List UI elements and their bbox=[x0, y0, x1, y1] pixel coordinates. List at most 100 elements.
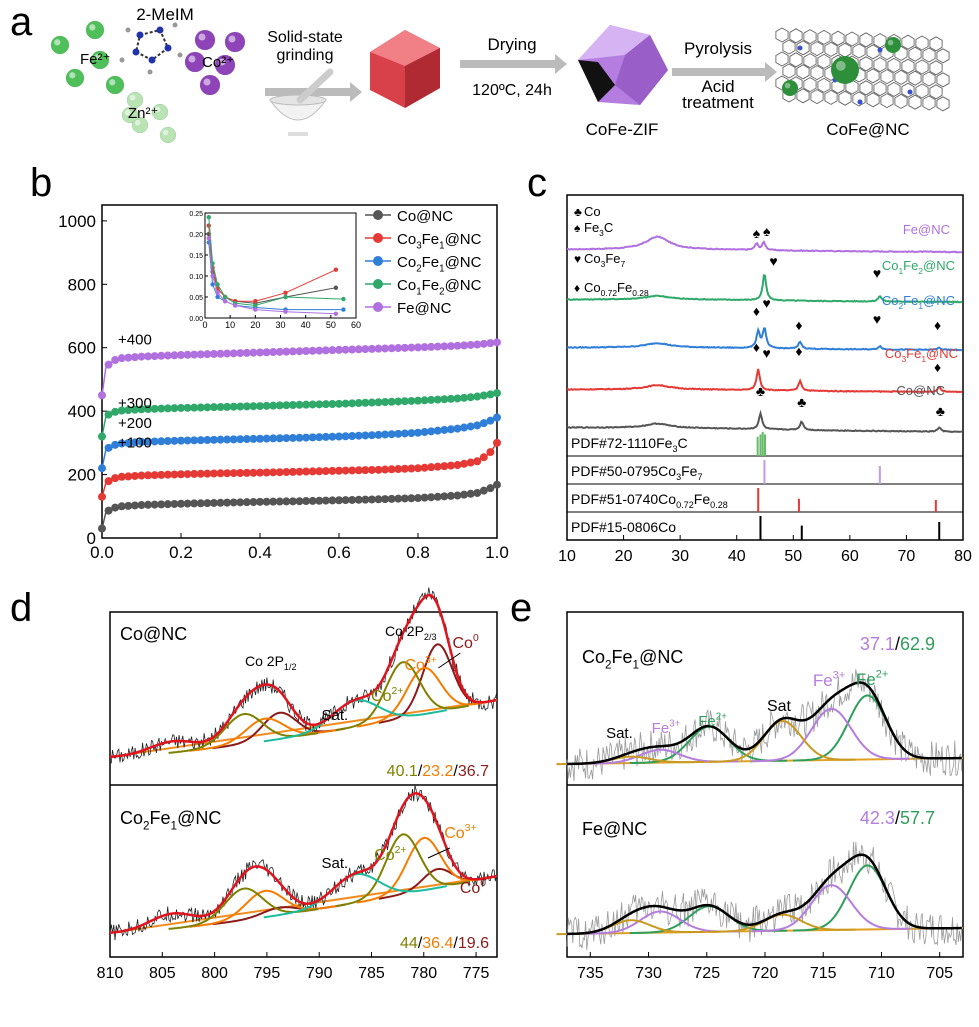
offset-label: +100 bbox=[118, 435, 152, 452]
isotherm-point bbox=[269, 497, 278, 506]
isotherm-point bbox=[361, 345, 370, 354]
isotherm-point bbox=[98, 524, 106, 533]
co-ion-ball-highlight bbox=[228, 35, 236, 43]
isotherm-chart: 0.0 0.2 0.4 0.6 0.8 1.002004006008001000+400+… bbox=[58, 204, 509, 562]
pattern-label: Co1​Fe2​@NC bbox=[882, 258, 955, 276]
isotherm-point bbox=[111, 407, 120, 416]
inset-x-tick-label: 0 bbox=[202, 320, 207, 330]
xps-component bbox=[356, 836, 490, 904]
sat-label: Sat bbox=[767, 698, 792, 715]
phase-marker: ♥ bbox=[873, 311, 881, 327]
inset-point bbox=[283, 309, 288, 314]
graphene-hex bbox=[859, 80, 873, 96]
isotherm-point bbox=[354, 399, 363, 408]
isotherm-point bbox=[433, 395, 442, 404]
isotherm-point bbox=[328, 432, 337, 441]
isotherm-point bbox=[111, 474, 120, 483]
inset-point bbox=[341, 296, 346, 302]
zn-ion-label: Zn²⁺ bbox=[128, 105, 158, 122]
isotherm-point bbox=[282, 401, 291, 410]
isotherm-point bbox=[117, 502, 126, 511]
inset-point bbox=[206, 223, 211, 228]
graphene-hex bbox=[922, 95, 936, 111]
ligand-atom bbox=[132, 48, 140, 56]
phase-marker: ♣ bbox=[756, 383, 765, 399]
inset-x-tick-label: 30 bbox=[275, 320, 285, 330]
isotherm-point bbox=[137, 471, 146, 480]
graphene-hex bbox=[873, 81, 887, 97]
zn-ion-ball-highlight bbox=[134, 119, 141, 126]
phase-marker: ♣ bbox=[797, 394, 806, 410]
graphene-hex bbox=[887, 57, 901, 73]
inset-x-tick-label: 10 bbox=[225, 320, 235, 330]
graphene-hex bbox=[880, 93, 894, 109]
zn-ion-ball-highlight bbox=[154, 106, 161, 113]
isotherm-point bbox=[157, 437, 166, 446]
isotherm-point bbox=[374, 495, 383, 504]
phase-marker: ♦ bbox=[934, 317, 941, 333]
legend-label: Co1​Fe2​@NC bbox=[397, 277, 482, 298]
isotherm-point bbox=[163, 470, 172, 479]
x-tick-label: 1.0 bbox=[485, 543, 509, 562]
isotherm-point bbox=[183, 436, 192, 445]
isotherm-point bbox=[374, 344, 383, 353]
isotherm-point bbox=[282, 468, 291, 477]
isotherm-point bbox=[216, 498, 225, 507]
graphene-hex bbox=[873, 57, 887, 73]
reference-label: PDF#51-0740Co0.72​Fe0.28​ bbox=[571, 491, 728, 510]
isotherm-point bbox=[288, 497, 297, 506]
isotherm-point bbox=[440, 395, 449, 404]
ligand-atom bbox=[148, 56, 156, 64]
isotherm-point bbox=[341, 399, 350, 408]
isotherm-point bbox=[407, 396, 416, 405]
nitrogen-dot bbox=[797, 45, 803, 51]
isotherm-point bbox=[486, 484, 495, 493]
xrd-pattern bbox=[566, 409, 963, 434]
x-tick-label: 715 bbox=[810, 965, 837, 982]
isotherm-point bbox=[256, 434, 264, 443]
isotherm-point bbox=[117, 406, 126, 415]
legend-marker bbox=[373, 279, 383, 289]
isotherm-point bbox=[256, 497, 264, 506]
x-tick-label: 710 bbox=[868, 965, 895, 982]
arrow-2 bbox=[460, 54, 567, 74]
xrd-pattern bbox=[566, 368, 962, 394]
isotherm-point bbox=[124, 353, 133, 362]
mortar-base bbox=[288, 132, 308, 136]
inset-y-tick-label: 0.05 bbox=[189, 295, 203, 302]
graphene-hex bbox=[866, 44, 880, 60]
ligand-h-atom bbox=[119, 57, 125, 63]
zn-ion-ball-highlight bbox=[124, 109, 131, 116]
legend-label: Fe@NC bbox=[397, 300, 452, 317]
isotherm-point bbox=[157, 470, 166, 479]
isotherm-point bbox=[486, 339, 495, 348]
isotherm-point bbox=[315, 400, 324, 409]
x-tick-label: 795 bbox=[254, 965, 281, 982]
isotherm-point bbox=[407, 343, 416, 352]
isotherm-point bbox=[493, 338, 501, 347]
co3-label: Co3+​ bbox=[444, 823, 476, 842]
isotherm-point bbox=[124, 438, 133, 447]
x-tick-label: 730 bbox=[635, 965, 662, 982]
ligand-atom bbox=[136, 31, 144, 39]
legend-marker bbox=[373, 256, 383, 266]
isotherm-point bbox=[479, 453, 488, 462]
isotherm-point bbox=[177, 351, 185, 360]
x-tick-label: 0.0 bbox=[90, 543, 114, 562]
isotherm-point bbox=[157, 500, 166, 509]
isotherm-point bbox=[216, 403, 225, 412]
isotherm-point bbox=[335, 432, 343, 441]
isotherm-point bbox=[486, 416, 495, 425]
isotherm-point bbox=[209, 349, 218, 358]
isotherm-point bbox=[414, 428, 422, 437]
phase-marker: ♦ bbox=[934, 359, 941, 375]
isotherm-point bbox=[400, 494, 409, 503]
isotherm-point bbox=[216, 349, 225, 358]
phase-legend-symbol: ♠ bbox=[574, 221, 581, 235]
isotherm-point bbox=[288, 467, 297, 476]
isotherm-point bbox=[130, 471, 139, 480]
inset-y-tick-label: 0.00 bbox=[189, 316, 203, 323]
isotherm-point bbox=[223, 498, 232, 507]
isotherm-point bbox=[249, 468, 258, 477]
isotherm-point bbox=[196, 436, 205, 445]
